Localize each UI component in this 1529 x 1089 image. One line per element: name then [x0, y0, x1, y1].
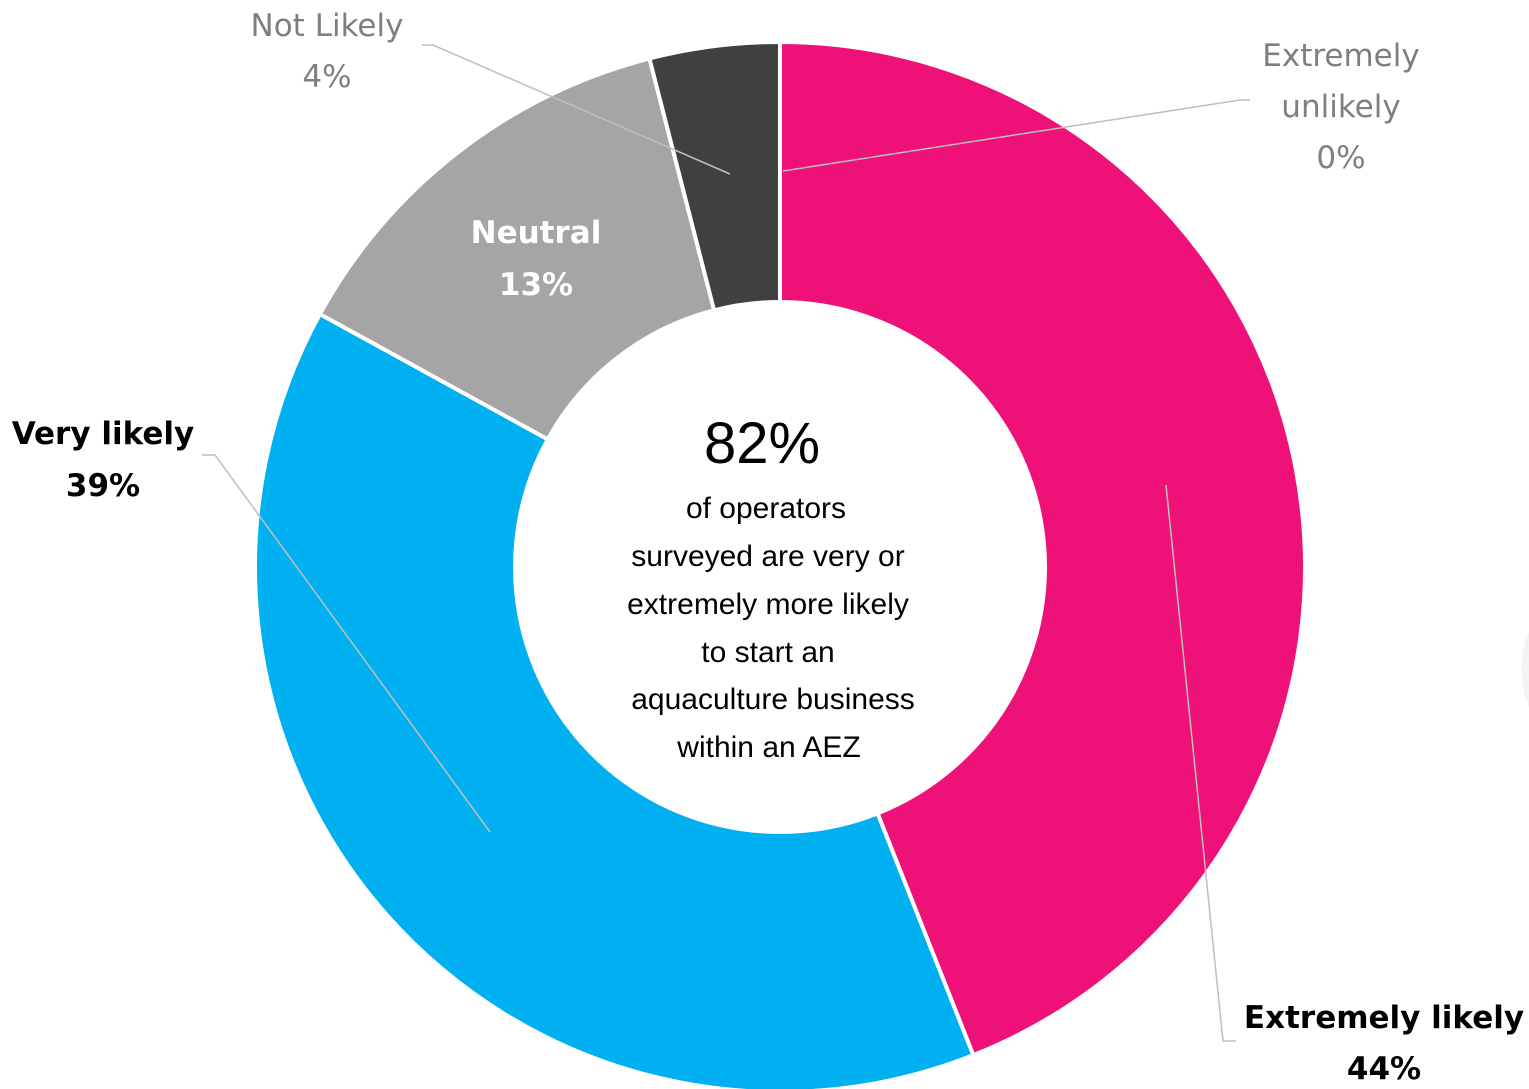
slice-neutral	[317, 56, 717, 443]
slice-label-very-likely: Very likely	[12, 416, 195, 452]
watermark-digit: 8	[1507, 325, 1529, 862]
donut-slices	[253, 39, 1307, 1089]
label-extremely-unlikely: Extremely unlikely 0%	[1262, 38, 1419, 176]
slice-label-neutral: Neutral	[471, 215, 602, 251]
slice-label-extremely-unlikely-2: unlikely	[1281, 89, 1400, 125]
leader-not-likely	[422, 44, 731, 175]
slice-label-extremely-likely: Extremely likely	[1244, 1000, 1524, 1036]
leader-extremely-unlikely	[782, 99, 1250, 172]
slice-value-extremely-likely: 44%	[1347, 1051, 1421, 1087]
slice-label-extremely-unlikely-1: Extremely	[1262, 38, 1419, 74]
label-extremely-likely: Extremely likely 44%	[1244, 1000, 1524, 1087]
slice-extremely-likely	[778, 39, 1307, 1058]
label-not-likely: Not Likely 4%	[251, 8, 404, 95]
label-very-likely: Very likely 39%	[12, 416, 195, 504]
slice-value-extremely-unlikely: 0%	[1316, 140, 1365, 176]
leader-very-likely	[202, 454, 491, 833]
center-annotation: 82% of operators surveyed are very or ex…	[627, 411, 915, 764]
center-line-6: within an AEZ	[676, 731, 860, 764]
center-line-4: to start an	[701, 636, 834, 669]
slice-not-likely	[647, 39, 782, 313]
center-line-5: aquaculture business	[631, 683, 915, 716]
slice-label-not-likely: Not Likely	[251, 8, 404, 44]
slice-value-not-likely: 4%	[302, 59, 351, 95]
label-neutral: Neutral 13%	[471, 215, 602, 303]
slice-value-very-likely: 39%	[66, 468, 140, 504]
center-headline: 82%	[704, 411, 820, 476]
center-line-3: extremely more likely	[627, 588, 909, 621]
leader-lines	[202, 44, 1250, 1042]
leader-extremely-likely	[1165, 484, 1236, 1042]
center-line-2: surveyed are very or	[631, 540, 904, 573]
center-line-1: of operators	[686, 492, 846, 525]
slice-value-neutral: 13%	[499, 267, 573, 303]
slice-very-likely	[253, 311, 976, 1089]
